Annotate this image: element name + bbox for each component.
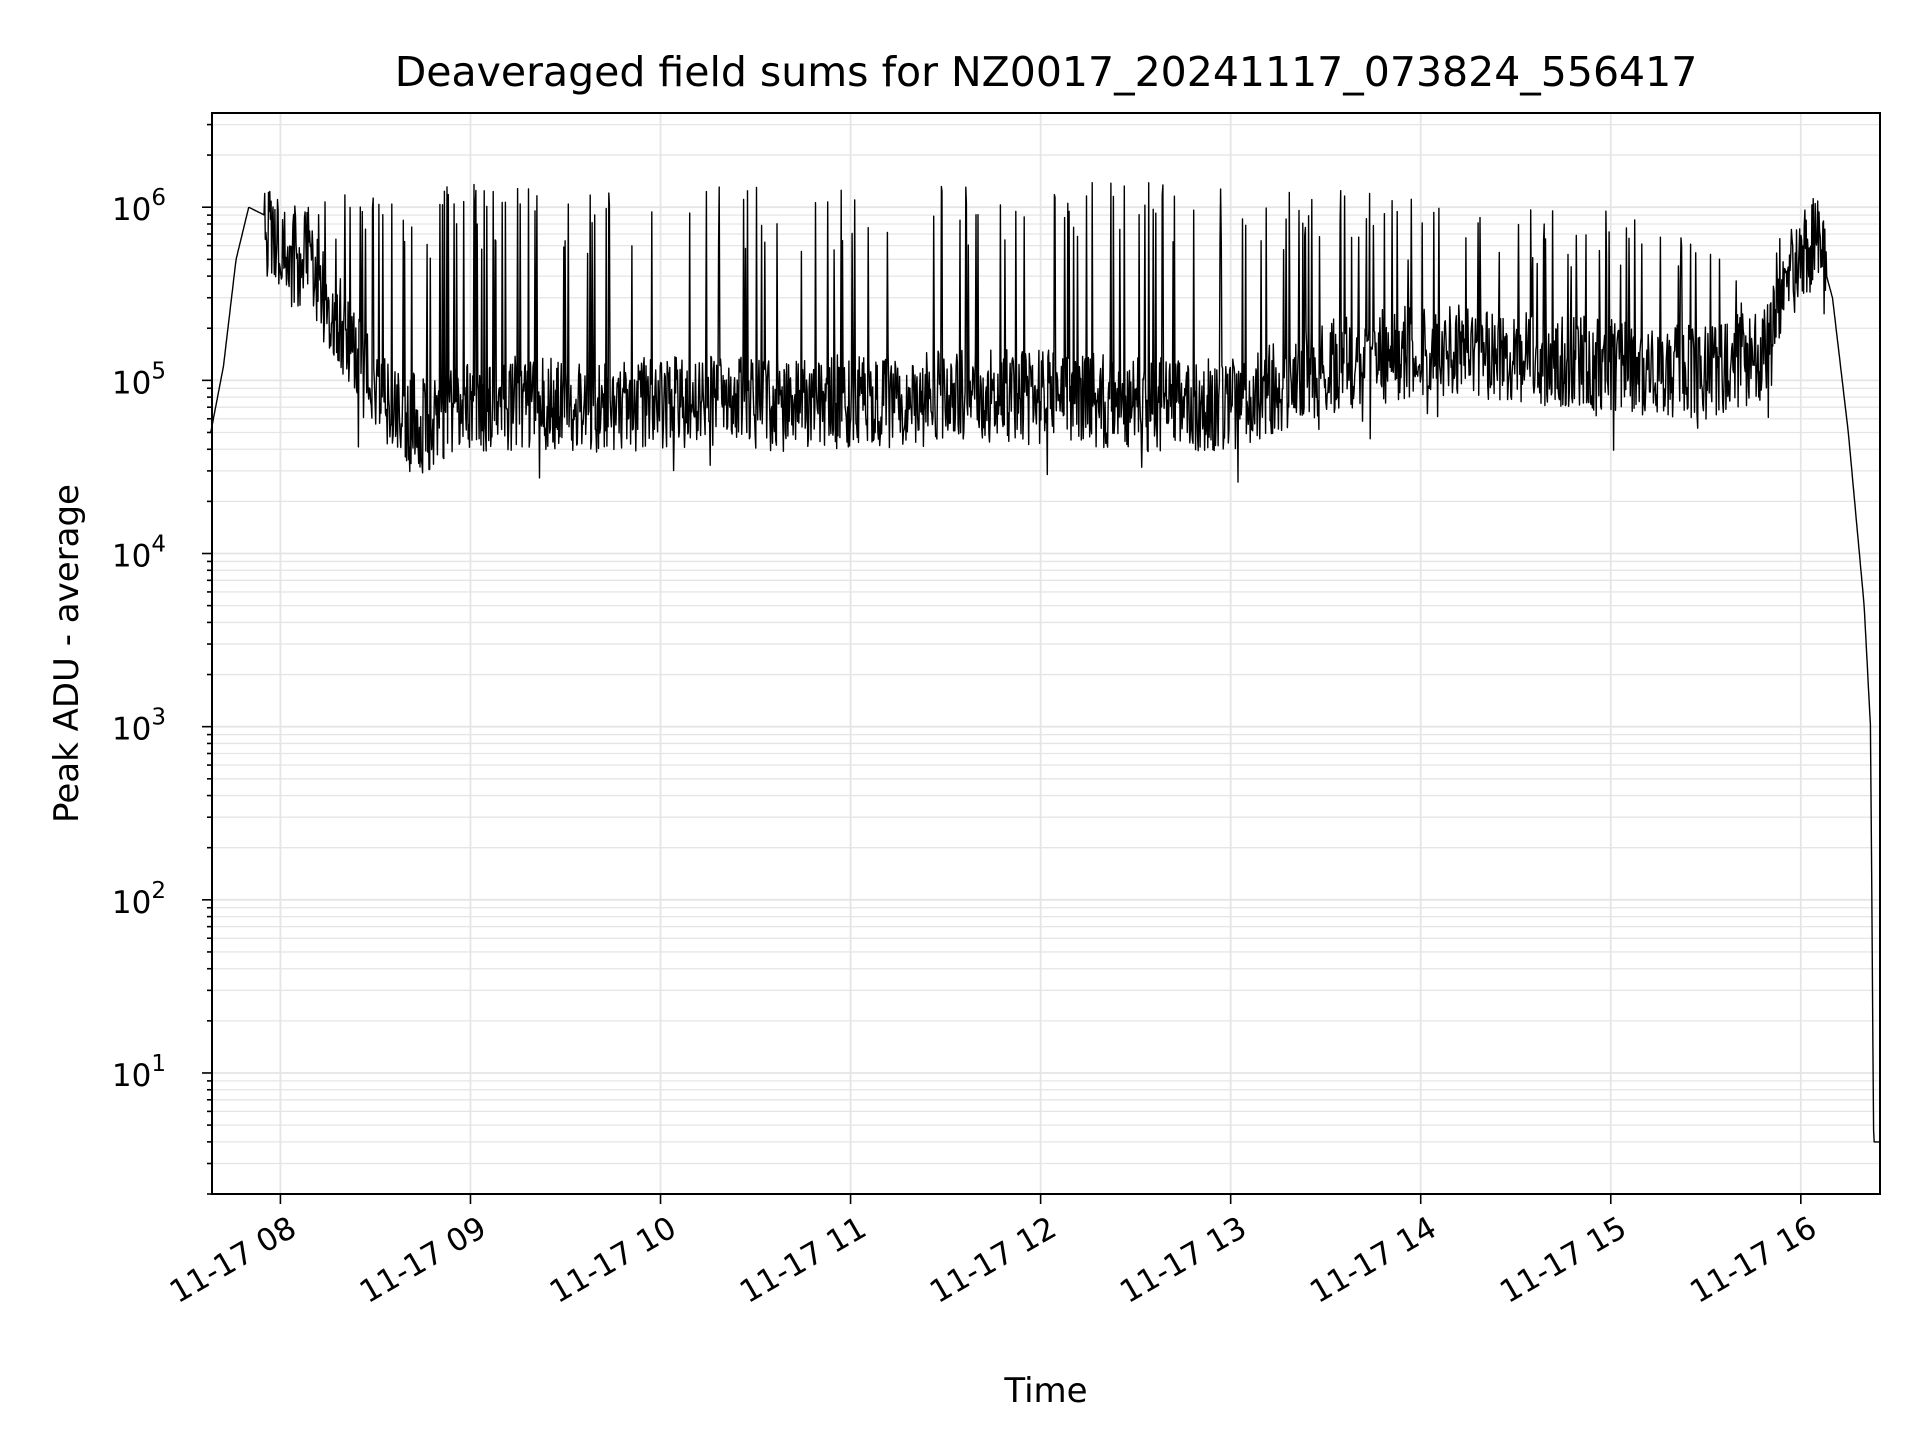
series-line [210,181,1881,1143]
x-axis-label: Time [1003,1371,1087,1411]
y-tick-label: 101 [112,1051,166,1094]
y-axis-label: Peak ADU - average [47,484,87,823]
y-tick-label: 103 [112,705,166,748]
series-layer [210,181,1881,1143]
y-tick-label: 104 [112,532,166,575]
chart-title: Deaveraged field sums for NZ0017_2024111… [395,48,1698,96]
plot-frame [211,112,1881,1195]
y-tick-label: 105 [112,358,166,401]
y-tick-label: 102 [112,878,166,921]
y-tick-label: 106 [112,185,166,228]
